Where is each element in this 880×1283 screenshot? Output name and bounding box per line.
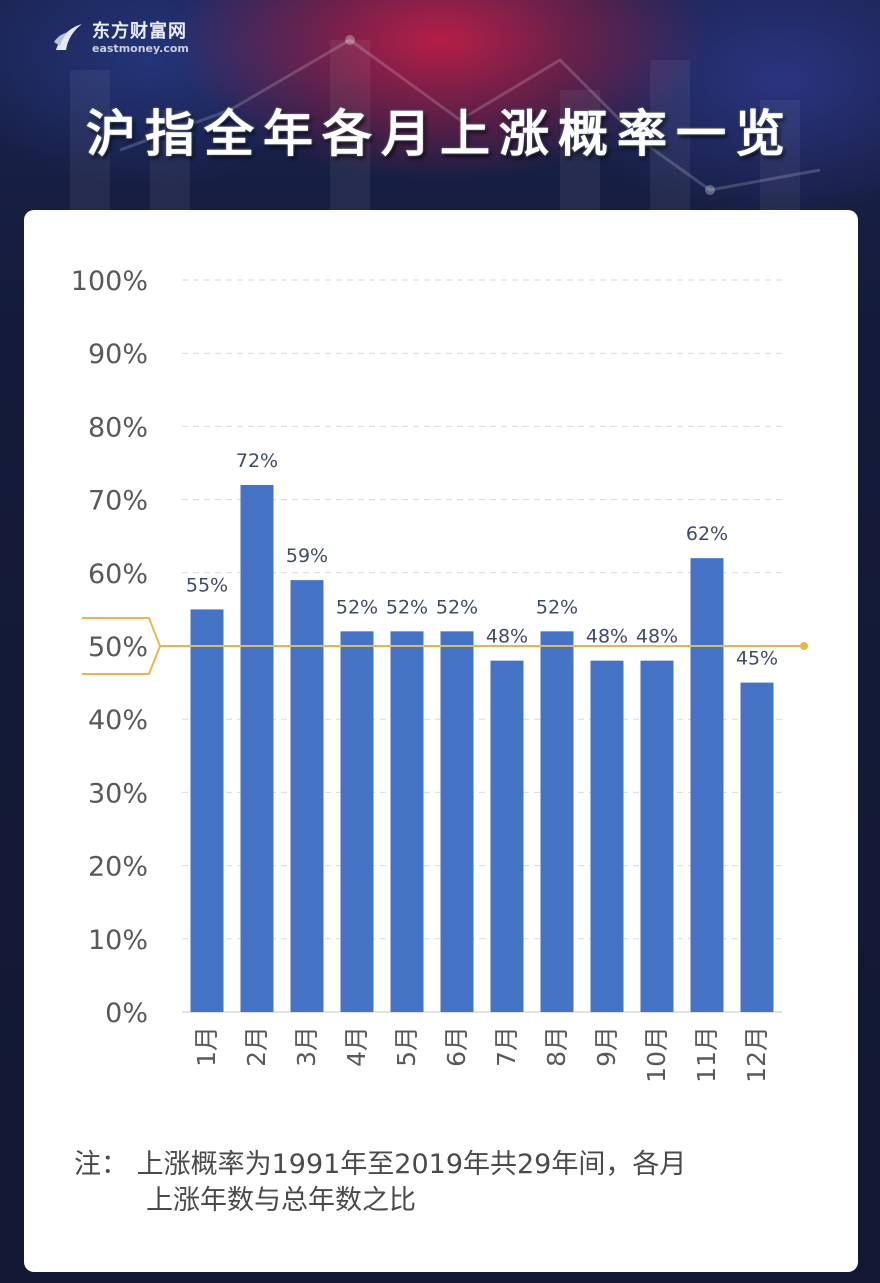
eastmoney-logo-icon bbox=[54, 24, 82, 50]
x-tick-label: 7月 bbox=[492, 1026, 521, 1067]
decorative-bar bbox=[560, 90, 600, 210]
data-label: 52% bbox=[386, 596, 428, 618]
decorative-bar bbox=[760, 100, 800, 210]
x-tick-label: 1月 bbox=[192, 1026, 221, 1067]
footnote: 注： 上涨概率为1991年至2019年共29年间，各月 上涨年数与总年数之比 bbox=[74, 1147, 834, 1219]
decorative-bar bbox=[650, 60, 690, 210]
bar bbox=[590, 660, 624, 1012]
x-tick-label: 11月 bbox=[692, 1026, 721, 1083]
bar bbox=[340, 631, 374, 1012]
bar bbox=[440, 631, 474, 1012]
y-tick-label: 80% bbox=[88, 412, 148, 443]
y-tick-label: 60% bbox=[88, 559, 148, 590]
x-tick-label: 2月 bbox=[242, 1026, 271, 1067]
x-tick-label: 6月 bbox=[442, 1026, 471, 1067]
bar bbox=[290, 580, 324, 1012]
decorative-bar bbox=[70, 70, 110, 210]
x-tick-label: 3月 bbox=[292, 1026, 321, 1067]
y-tick-label: 10% bbox=[88, 925, 148, 956]
data-label: 52% bbox=[336, 596, 378, 618]
bar bbox=[640, 660, 674, 1012]
y-tick-label: 40% bbox=[88, 705, 148, 736]
data-label: 45% bbox=[736, 648, 778, 670]
x-tick-label: 9月 bbox=[592, 1026, 621, 1067]
data-label: 48% bbox=[586, 626, 628, 648]
decorative-bar bbox=[150, 110, 190, 210]
bar bbox=[740, 682, 774, 1012]
data-label: 72% bbox=[236, 450, 278, 472]
bar bbox=[390, 631, 424, 1012]
y-tick-label: 20% bbox=[88, 852, 148, 883]
decorative-bar bbox=[330, 40, 370, 210]
reference-line-end-dot bbox=[800, 642, 808, 650]
brand-logo: 东方财富网 eastmoney.com bbox=[50, 20, 189, 56]
chart-card: 0% 10% 20% 30% 40% 50% 60% 70% 80% 90% 100% 55% 1月 72… bbox=[24, 210, 858, 1272]
bar bbox=[540, 631, 574, 1012]
x-tick-label: 10月 bbox=[642, 1026, 671, 1083]
data-label: 55% bbox=[186, 574, 228, 596]
footnote-line-1: 注： 上涨概率为1991年至2019年共29年间，各月 bbox=[74, 1149, 687, 1180]
y-tick-label: 50% bbox=[88, 632, 148, 663]
data-label: 48% bbox=[486, 626, 528, 648]
y-tick-label: 30% bbox=[88, 778, 148, 809]
footnote-line-2: 上涨年数与总年数之比 bbox=[146, 1185, 416, 1216]
bar bbox=[190, 609, 224, 1012]
page-title: 沪指全年各月上涨概率一览 bbox=[86, 105, 794, 163]
brand-name-cn: 东方财富网 bbox=[92, 20, 187, 42]
bar bbox=[490, 660, 524, 1012]
data-label: 52% bbox=[436, 596, 478, 618]
data-label: 48% bbox=[636, 626, 678, 648]
data-label: 62% bbox=[686, 523, 728, 545]
data-label: 52% bbox=[536, 596, 578, 618]
brand-name-en: eastmoney.com bbox=[92, 41, 189, 55]
x-tick-label: 5月 bbox=[392, 1026, 421, 1067]
bar-chart: 0% 10% 20% 30% 40% 50% 60% 70% 80% 90% 100% 55% 1月 72… bbox=[71, 266, 808, 1083]
y-tick-label: 90% bbox=[88, 339, 148, 370]
decorative-trend-line bbox=[119, 35, 821, 195]
x-tick-label: 12月 bbox=[742, 1026, 771, 1083]
data-label: 59% bbox=[286, 545, 328, 567]
y-tick-label: 70% bbox=[88, 486, 148, 517]
x-tick-label: 8月 bbox=[542, 1026, 571, 1067]
bar bbox=[240, 484, 274, 1013]
y-tick-label: 0% bbox=[105, 998, 148, 1029]
y-tick-label: 100% bbox=[71, 266, 148, 297]
x-tick-label: 4月 bbox=[342, 1026, 371, 1067]
bar bbox=[690, 558, 724, 1012]
